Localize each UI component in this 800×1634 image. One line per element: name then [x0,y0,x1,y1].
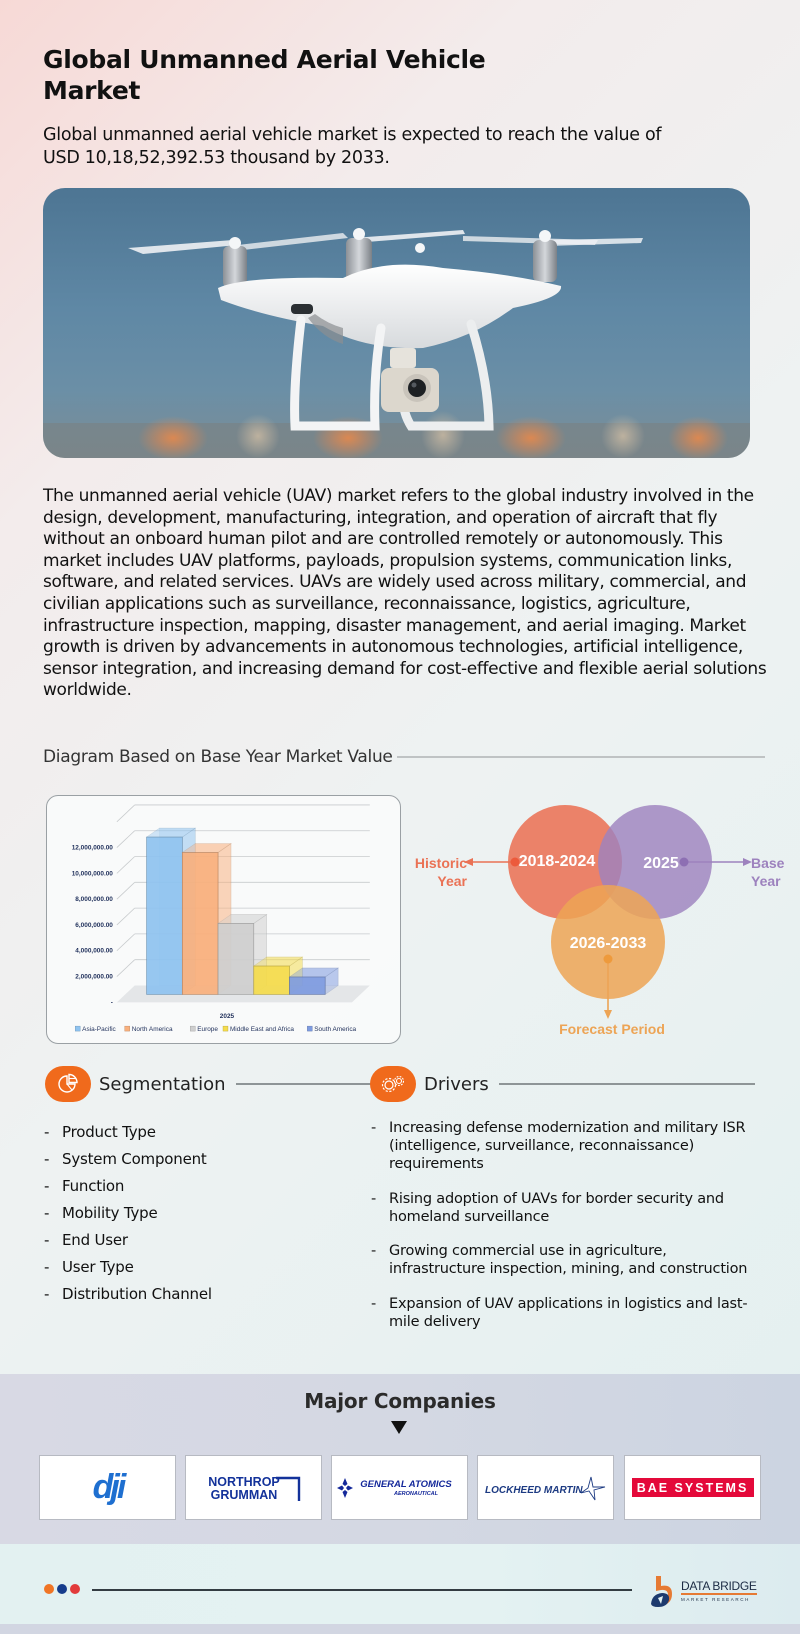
company-logo-northrop-grumman: NORTHROP GRUMMAN [185,1455,322,1520]
brand-name: DATA BRIDGE [681,1579,757,1595]
hero-drone-image [43,188,750,458]
list-item: Function [44,1173,344,1200]
list-item: User Type [44,1254,344,1281]
svg-text:GENERAL ATOMICS: GENERAL ATOMICS [360,1479,452,1490]
legend-label: North America [132,1026,173,1033]
y-tick-label: 6,000,000.00 [75,922,113,929]
list-item: Increasing defense modernization and mil… [371,1119,756,1173]
segmentation-title: Segmentation [99,1073,226,1095]
dji-logo-icon: dji [92,1471,130,1505]
lockheed-martin-logo-icon: LOCKHEED MARTIN [485,1476,605,1500]
bar-south-america [289,976,326,995]
y-tick-label: 10,000,000.00 [72,870,114,877]
bar-europe [217,923,255,995]
list-item: Expansion of UAV applications in logisti… [371,1295,756,1331]
list-item: Product Type [44,1119,344,1146]
base-label-line1: Base [751,855,785,871]
y-tick-label: 4,000,000.00 [75,948,113,955]
diagram-section-header: Diagram Based on Base Year Market Value [43,747,765,767]
forecast-period-circle [551,885,665,999]
y-tick-label: 12,000,000.00 [72,845,114,852]
y-tick-label: 8,000,000.00 [75,896,113,903]
market-description: The unmanned aerial vehicle (UAV) market… [43,486,767,701]
drivers-header: Drivers [370,1066,755,1102]
svg-text:GRUMMAN: GRUMMAN [210,1488,277,1502]
market-value-summary: Global unmanned aerial vehicle market is… [43,125,662,168]
historic-label-line1: Historic [415,855,467,871]
y-tick-label: - [111,999,113,1006]
forecast-range: 2026-2033 [570,935,647,952]
regional-market-bar-chart: - 2,000,000.00 4,000,000.00 6,000,000.00 8,0… [46,795,401,1044]
bar-middle-east-and-africa [253,965,290,995]
dot-icon [70,1584,80,1594]
list-item: Rising adoption of UAVs for border secur… [371,1190,756,1226]
legend-label: Europe [197,1026,218,1033]
triangle-down-icon [391,1421,407,1434]
company-logo-bae-systems: BAE SYSTEMS [624,1455,761,1520]
svg-text:NORTHROP: NORTHROP [208,1475,280,1489]
list-item: End User [44,1227,344,1254]
brand-subtitle: MARKET RESEARCH [681,1597,750,1602]
dot-icon [57,1584,67,1594]
x-axis-category: 2025 [220,1013,235,1020]
data-bridge-logo: DATA BRIDGE MARKET RESEARCH [648,1574,757,1608]
svg-text:AERONAUTICAL: AERONAUTICAL [393,1491,439,1497]
divider [235,1083,375,1085]
bottom-strip [0,1624,800,1634]
bar-north-america [181,852,219,995]
base-label-line2: Year [751,873,781,889]
major-companies-section: Major Companies dji NORTHROP GRUMMAN GEN… [0,1374,800,1544]
decorative-dots [44,1584,80,1594]
list-item: System Component [44,1146,344,1173]
diagram-section-title: Diagram Based on Base Year Market Value [43,747,393,767]
bar-asia-pacific [146,836,183,995]
arrow-right-icon [743,858,752,866]
arrow-down-icon [604,1010,612,1019]
legend-label: South America [314,1026,356,1033]
y-tick-label: 2,000,000.00 [75,974,113,981]
northrop-grumman-logo-icon: NORTHROP GRUMMAN [208,1475,300,1502]
svg-text:dji: dji [92,1471,127,1505]
company-logo-dji: dji [39,1455,176,1520]
company-logo-lockheed-martin: LOCKHEED MARTIN [477,1455,614,1520]
bar-chart-canvas: - 2,000,000.00 4,000,000.00 6,000,000.00 8,0… [72,804,370,1033]
arrow-left-icon [464,858,473,866]
base-range: 2025 [643,855,679,872]
historic-range: 2018-2024 [519,853,596,870]
divider [92,1589,632,1591]
general-atomics-logo-icon: GENERAL ATOMICS AERONAUTICAL [336,1477,452,1498]
company-logo-general-atomics: GENERAL ATOMICS AERONAUTICAL [331,1455,468,1520]
drone-photo-icon [43,228,750,458]
divider [396,756,765,758]
page-title: Global Unmanned Aerial Vehicle Market [43,45,486,105]
legend-label: Asia-Pacific [82,1026,116,1033]
pie-chart-icon [45,1066,91,1102]
list-item: Growing commercial use in agriculture, i… [371,1242,756,1278]
footer: DATA BRIDGE MARKET RESEARCH [0,1544,800,1624]
divider [498,1083,755,1085]
data-bridge-logo-icon [651,1576,672,1607]
list-item: Distribution Channel [44,1281,344,1308]
gears-icon [370,1066,416,1102]
dot-icon [44,1584,54,1594]
forecast-label: Forecast Period [559,1021,665,1037]
legend-label: Middle East and Africa [230,1026,294,1033]
drivers-title: Drivers [424,1073,489,1095]
major-companies-title: Major Companies [304,1389,496,1413]
segmentation-list: Product Type System Component Function M… [44,1119,344,1308]
timeline-venn-diagram: 2018-2024 2025 2026-2033 Historic Year B… [410,790,800,1040]
bae-systems-logo-text: BAE SYSTEMS [636,1480,749,1495]
list-item: Mobility Type [44,1200,344,1227]
svg-text:LOCKHEED MARTIN: LOCKHEED MARTIN [485,1485,583,1496]
historic-label-line2: Year [437,873,467,889]
drivers-list: Increasing defense modernization and mil… [371,1119,756,1348]
segmentation-header: Segmentation [45,1066,375,1102]
